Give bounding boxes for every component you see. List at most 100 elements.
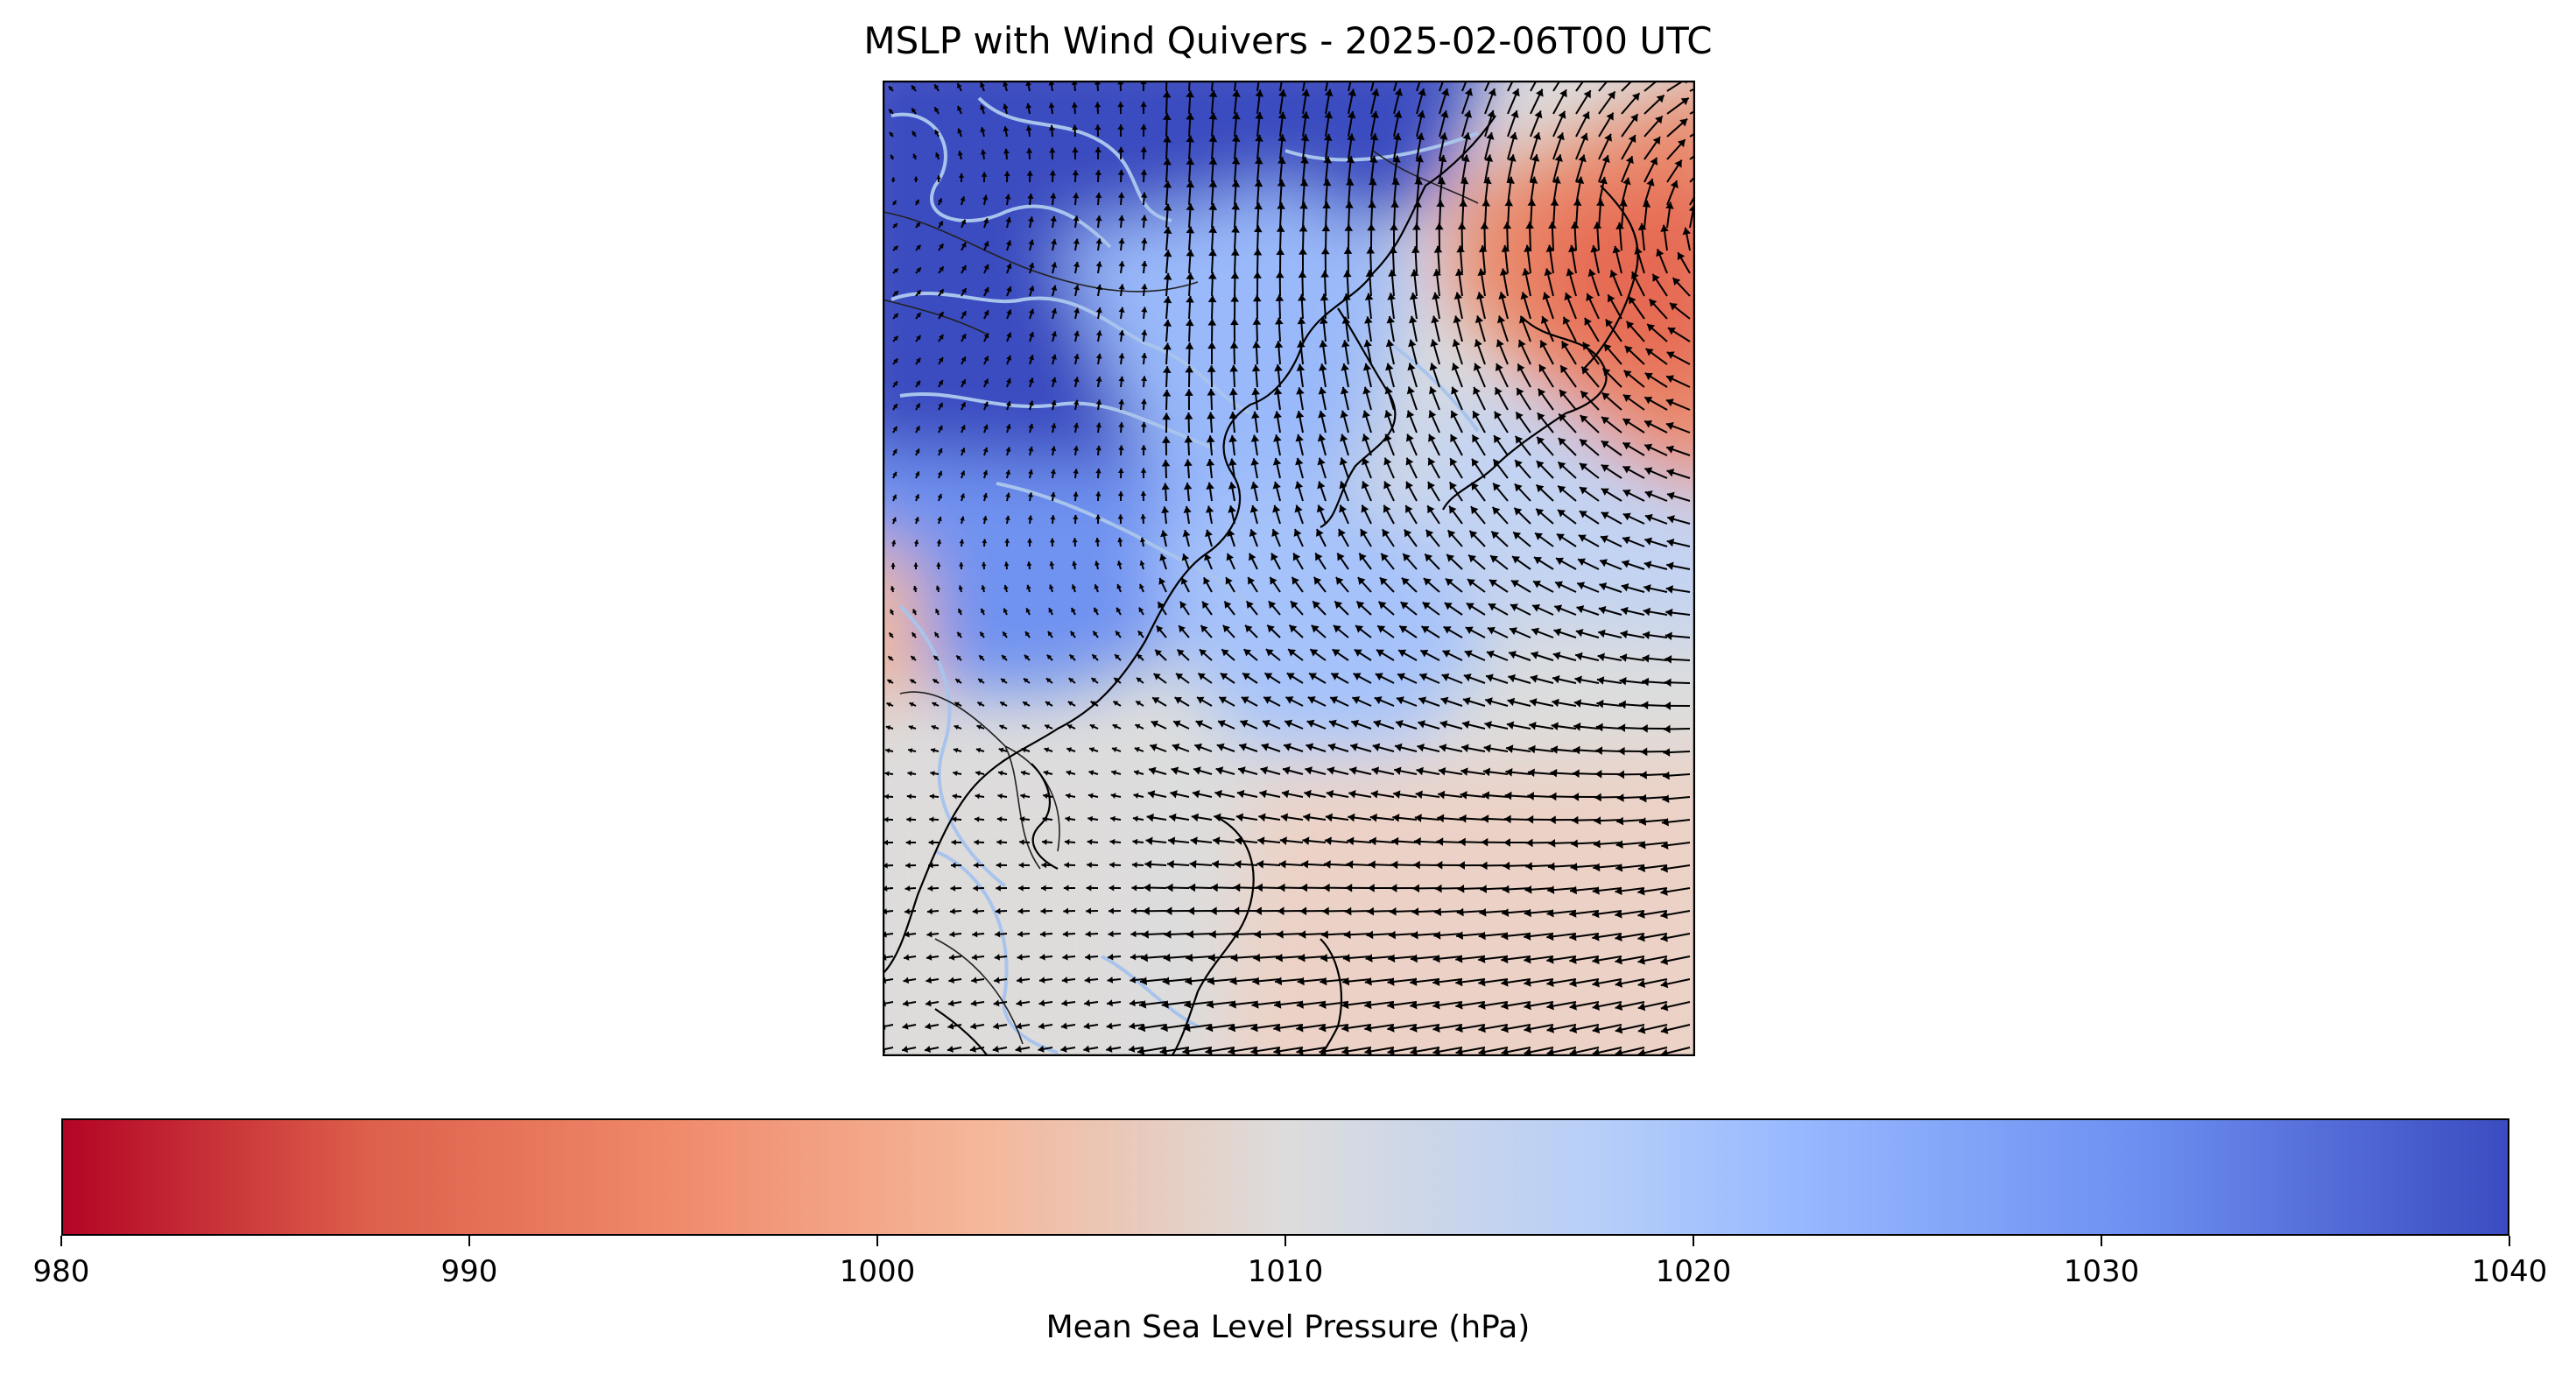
wind-arrow-head bbox=[1147, 790, 1156, 799]
wind-arrow-head bbox=[1003, 585, 1009, 590]
wind-arrow-head bbox=[1522, 268, 1531, 276]
wind-arrow-head bbox=[1317, 481, 1326, 490]
wind-arrow-head bbox=[1545, 244, 1555, 252]
wind-arrow-head bbox=[1601, 464, 1609, 472]
wind-arrow-head bbox=[1349, 766, 1357, 775]
wind-arrow-head bbox=[1343, 930, 1351, 940]
wind-arrow-head bbox=[1117, 192, 1125, 198]
wind-arrow-head bbox=[1322, 201, 1331, 209]
wind-arrow-head bbox=[1168, 836, 1176, 845]
wind-arrow-head bbox=[1051, 239, 1058, 245]
wind-arrow-head bbox=[1499, 268, 1509, 276]
wind-arrow-head bbox=[1371, 88, 1380, 96]
wind-arrow-head bbox=[1464, 650, 1473, 659]
wind-arrow-head bbox=[1348, 813, 1355, 822]
wind-arrow-head bbox=[1432, 954, 1440, 963]
wind-arrow-head bbox=[1630, 114, 1638, 123]
wind-arrow-head bbox=[958, 609, 963, 614]
wind-arrow-head bbox=[1205, 1047, 1213, 1055]
wind-arrow-head bbox=[1320, 293, 1329, 301]
wind-arrow-head bbox=[1272, 481, 1281, 490]
wind-arrow bbox=[1256, 81, 1260, 92]
wind-arrow-head bbox=[1615, 933, 1622, 941]
wind-arrow-head bbox=[938, 425, 943, 431]
wind-arrow-head bbox=[911, 130, 917, 136]
wind-arrow-head bbox=[1186, 158, 1195, 166]
wind-arrow-head bbox=[1453, 292, 1463, 300]
wind-arrow-head bbox=[889, 632, 894, 638]
wind-arrow-head bbox=[1333, 624, 1341, 633]
wind-arrow-head bbox=[1040, 907, 1046, 914]
wind-arrow-head bbox=[1569, 955, 1577, 964]
wind-arrow-head bbox=[931, 747, 936, 753]
wind-arrow-head bbox=[1095, 445, 1101, 451]
wind-arrow-head bbox=[1277, 134, 1286, 142]
wind-arrow-head bbox=[1140, 977, 1148, 986]
wind-arrow-head bbox=[1434, 884, 1442, 893]
wind-arrow-head bbox=[1024, 654, 1030, 660]
wind-arrow-head bbox=[1140, 514, 1146, 519]
wind-arrow-head bbox=[1506, 721, 1515, 730]
wind-arrow-head bbox=[1364, 1024, 1372, 1033]
wind-arrow-head bbox=[1552, 674, 1560, 684]
wind-arrow-head bbox=[996, 862, 1002, 869]
wind-arrow-head bbox=[1028, 447, 1034, 452]
wind-arrow-head bbox=[1179, 601, 1187, 610]
wind-arrow-head bbox=[1477, 268, 1486, 276]
wind-arrow-head bbox=[904, 908, 911, 915]
wind-arrow-head bbox=[1674, 159, 1682, 168]
wind-arrow-head bbox=[1073, 446, 1080, 451]
wind-arrow-head bbox=[1436, 200, 1445, 208]
wind-arrow-head bbox=[1405, 434, 1414, 442]
wind-arrow-head bbox=[1176, 673, 1184, 680]
wind-arrow-head bbox=[1480, 861, 1488, 871]
wind-arrow-head bbox=[1494, 435, 1502, 444]
wind-arrow-head bbox=[1288, 649, 1297, 657]
wind-arrow-head bbox=[1455, 977, 1463, 987]
wind-arrow-head bbox=[998, 770, 1003, 776]
wind-arrow-head bbox=[1039, 954, 1045, 961]
wind-arrow-head bbox=[1311, 624, 1320, 633]
wind-arrow-head bbox=[1049, 538, 1055, 543]
wind-arrow-head bbox=[889, 86, 893, 91]
wind-arrow-head bbox=[1552, 176, 1561, 184]
wind-arrow-head bbox=[1186, 295, 1194, 303]
wind-arrow-head bbox=[1326, 789, 1334, 799]
wind-arrow-head bbox=[1005, 378, 1011, 384]
colorbar-tick bbox=[1284, 1236, 1286, 1246]
wind-arrow-head bbox=[1459, 814, 1467, 823]
wind-arrow-head bbox=[1361, 481, 1369, 490]
wind-arrow-head bbox=[1065, 815, 1071, 822]
wind-arrow bbox=[1165, 81, 1168, 92]
wind-arrow-head bbox=[1298, 953, 1306, 962]
wind-arrow-head bbox=[1140, 421, 1147, 427]
wind-arrow-head bbox=[1137, 654, 1143, 659]
wind-arrow-head bbox=[1322, 179, 1332, 187]
wind-arrow-head bbox=[1445, 578, 1453, 587]
wind-arrow-head bbox=[1525, 222, 1534, 229]
wind-arrow-head bbox=[916, 267, 921, 272]
wind-arrow-head bbox=[979, 655, 984, 660]
wind-arrow-head bbox=[1580, 487, 1587, 495]
wind-arrow-head bbox=[1387, 293, 1396, 300]
wind-arrow-head bbox=[1313, 601, 1320, 610]
wind-arrow-head bbox=[1144, 860, 1152, 869]
wind-arrow-head bbox=[1048, 81, 1055, 86]
wind-arrow-head bbox=[1277, 180, 1286, 187]
wind-arrow-head bbox=[1294, 504, 1303, 513]
wind-arrow-head bbox=[1615, 1002, 1623, 1012]
wind-arrow-head bbox=[1397, 673, 1405, 681]
wind-arrow-head bbox=[1282, 766, 1291, 775]
wind-arrow-head bbox=[1526, 814, 1534, 824]
wind-arrow-head bbox=[1258, 813, 1266, 822]
wind-arrow-head bbox=[1637, 886, 1645, 896]
wind-arrow-head bbox=[1297, 317, 1306, 325]
wind-arrow-head bbox=[1489, 579, 1497, 588]
wind-arrow-head bbox=[1550, 768, 1558, 778]
wind-arrow-head bbox=[1362, 457, 1370, 466]
wind-arrow-head bbox=[1493, 459, 1502, 468]
wind-arrow-head bbox=[1004, 539, 1010, 543]
colorbar-tick bbox=[876, 1236, 878, 1246]
wind-arrow-head bbox=[1073, 215, 1080, 222]
wind-arrow-head bbox=[1141, 284, 1148, 290]
